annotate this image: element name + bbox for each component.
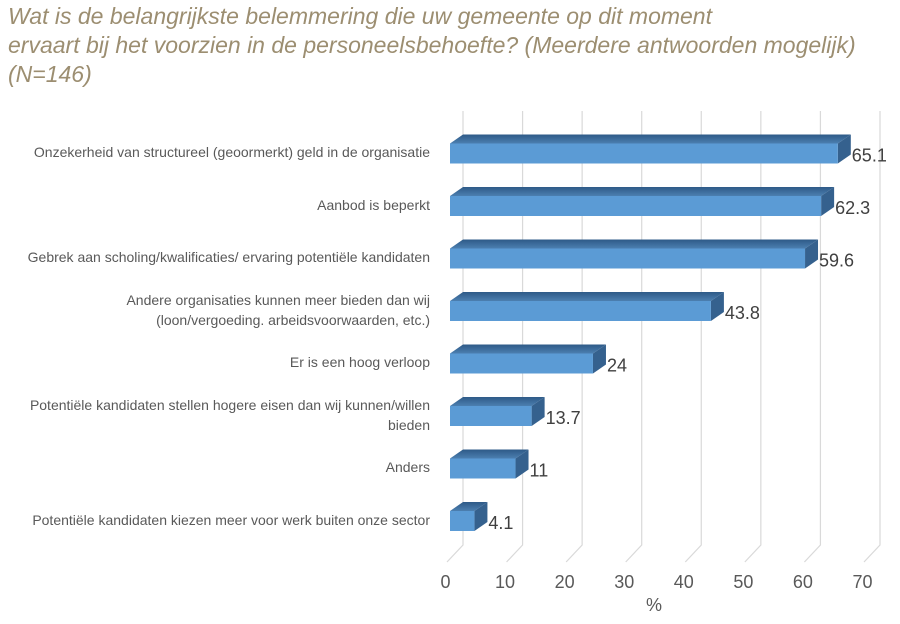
x-axis-title: %	[646, 595, 662, 615]
bar-front-face	[450, 511, 475, 531]
gridline	[863, 111, 881, 563]
bar-top-face	[450, 397, 545, 406]
bar-side-face	[805, 239, 819, 269]
gridline	[803, 111, 822, 563]
x-tick-label: 60	[793, 572, 813, 592]
bar-side-face	[474, 502, 488, 531]
chart-title-line: (N=146)	[8, 61, 92, 87]
bar-side-face	[515, 449, 529, 479]
bar-top-face	[450, 239, 819, 249]
category-label: Andere organisaties kunnen meer bieden d…	[126, 292, 430, 328]
x-tick-label: 70	[852, 572, 872, 592]
value-label: 43.8	[725, 303, 760, 323]
value-label: 11	[530, 461, 549, 481]
value-label: 4.1	[488, 513, 513, 533]
category-label: Anders	[385, 459, 430, 476]
bar-front-face	[450, 301, 711, 321]
category-label: Potentiële kandidaten stellen hogere eis…	[29, 397, 430, 433]
value-label: 65.1	[852, 146, 887, 166]
gridline	[446, 111, 464, 563]
category-label: Gebrek aan scholing/kwalificaties/ ervar…	[27, 249, 430, 266]
bar-front-face	[450, 353, 593, 374]
gridline	[625, 111, 643, 563]
bar-front-face	[450, 196, 822, 216]
x-tick-label: 40	[674, 572, 694, 592]
value-label: 13.7	[546, 408, 581, 428]
x-tick-label: 10	[495, 572, 515, 592]
bar-side-face	[837, 134, 851, 164]
gridline	[684, 111, 702, 563]
category-label: Onzekerheid van structureel (geoormerkt)…	[33, 144, 430, 161]
bar-top-face	[450, 344, 606, 354]
gridline	[744, 111, 762, 563]
bar-side-face	[592, 344, 606, 374]
x-tick-label: 20	[555, 572, 575, 592]
value-label: 62.3	[835, 198, 870, 218]
bar-front-face	[450, 458, 516, 479]
bar-top-face	[450, 292, 724, 301]
bar-front-face	[450, 143, 838, 164]
gridline	[565, 111, 583, 563]
bar-top-face	[450, 134, 851, 144]
chart-title-line: Wat is de belangrijkste belemmering die …	[8, 3, 712, 29]
value-label: 59.6	[819, 251, 854, 271]
y-axis-category-labels: Onzekerheid van structureel (geoormerkt)…	[0, 127, 430, 547]
bar-top-face	[450, 187, 835, 196]
x-tick-label: 30	[614, 572, 634, 592]
chart-title: Wat is de belangrijkste belemmering die …	[8, 2, 892, 89]
value-label: 24	[607, 356, 627, 376]
chart-title-line: ervaart bij het voorzien in de personeel…	[8, 32, 856, 58]
x-tick-label: 0	[440, 572, 450, 592]
bar-side-face	[821, 187, 835, 216]
bar-front-face	[450, 248, 806, 269]
category-label: Er is een hoog verloop	[289, 354, 430, 371]
bar-side-face	[710, 292, 724, 321]
bar-top-face	[450, 449, 529, 459]
gridline	[506, 111, 524, 563]
bar-front-face	[450, 406, 532, 426]
category-label: Potentiële kandidaten kiezen meer voor w…	[32, 511, 430, 528]
bar-side-face	[531, 397, 545, 426]
x-tick-label: 50	[733, 572, 753, 592]
bar-top-face	[450, 502, 488, 511]
category-label: Aanbod is beperkt	[317, 196, 430, 213]
